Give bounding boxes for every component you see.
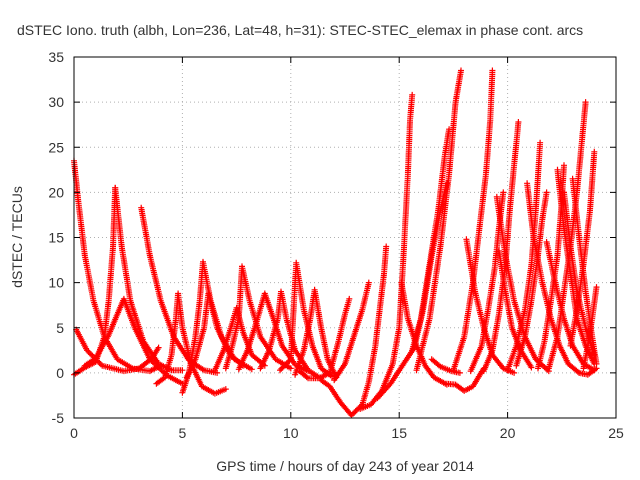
series-41 bbox=[580, 284, 600, 372]
series-markers bbox=[73, 326, 162, 375]
series-markers bbox=[495, 248, 535, 371]
y-tick-label: -5 bbox=[52, 410, 65, 426]
series-markers bbox=[409, 126, 453, 354]
series-30 bbox=[495, 248, 535, 371]
series-15 bbox=[296, 295, 353, 382]
series-markers bbox=[277, 259, 335, 380]
series-5 bbox=[138, 204, 221, 376]
series-3 bbox=[73, 326, 162, 375]
data-points bbox=[71, 67, 600, 419]
series-markers bbox=[480, 119, 522, 375]
series-22 bbox=[413, 67, 464, 374]
x-tick-label: 10 bbox=[283, 425, 299, 441]
series-17 bbox=[331, 279, 372, 384]
x-tick-label: 15 bbox=[391, 425, 407, 441]
series-21 bbox=[409, 126, 453, 354]
y-tick-label: 30 bbox=[48, 94, 64, 110]
series-markers bbox=[296, 295, 353, 382]
series-markers bbox=[576, 365, 600, 378]
series-18 bbox=[357, 91, 416, 412]
chart-title: dSTEC Iono. truth (albh, Lon=236, Lat=48… bbox=[17, 22, 583, 38]
x-tick-label: 5 bbox=[179, 425, 187, 441]
x-tick-label: 25 bbox=[608, 425, 624, 441]
series-markers bbox=[467, 189, 507, 375]
series-27 bbox=[467, 189, 507, 375]
series-markers bbox=[331, 279, 372, 384]
series-16 bbox=[318, 243, 390, 419]
y-tick-label: 5 bbox=[56, 320, 64, 336]
series-25 bbox=[450, 67, 496, 374]
series-markers bbox=[443, 365, 487, 394]
series-2 bbox=[112, 184, 186, 374]
series-13 bbox=[277, 259, 335, 380]
series-markers bbox=[112, 184, 186, 374]
series-markers bbox=[413, 67, 464, 374]
y-tick-label: 35 bbox=[48, 49, 64, 65]
axes: 0 5 10 15 20 25 -5 0 5 10 15 20 25 30 35 bbox=[48, 49, 624, 441]
series-10 bbox=[222, 263, 294, 372]
series-markers bbox=[450, 67, 496, 374]
y-tick-label: 20 bbox=[48, 184, 64, 200]
series-markers bbox=[222, 263, 294, 372]
series-28 bbox=[480, 119, 522, 375]
y-axis-title: dSTEC / TECUs bbox=[9, 186, 25, 288]
series-markers bbox=[580, 284, 600, 372]
series-24 bbox=[443, 365, 487, 394]
x-axis-title: GPS time / hours of day 243 of year 2014 bbox=[216, 458, 474, 474]
y-tick-label: 0 bbox=[56, 365, 64, 381]
y-tick-label: 25 bbox=[48, 139, 64, 155]
series-14 bbox=[292, 286, 340, 381]
y-tick-label: 15 bbox=[48, 230, 64, 246]
series-markers bbox=[138, 204, 221, 376]
x-tick-label: 20 bbox=[500, 425, 516, 441]
y-tick-label: 10 bbox=[48, 275, 64, 291]
series-markers bbox=[428, 356, 463, 376]
x-tick-label: 0 bbox=[70, 425, 78, 441]
series-23 bbox=[428, 356, 463, 376]
series-markers bbox=[292, 286, 340, 381]
series-markers bbox=[357, 91, 416, 412]
series-markers bbox=[318, 243, 390, 419]
series-42 bbox=[576, 365, 600, 378]
